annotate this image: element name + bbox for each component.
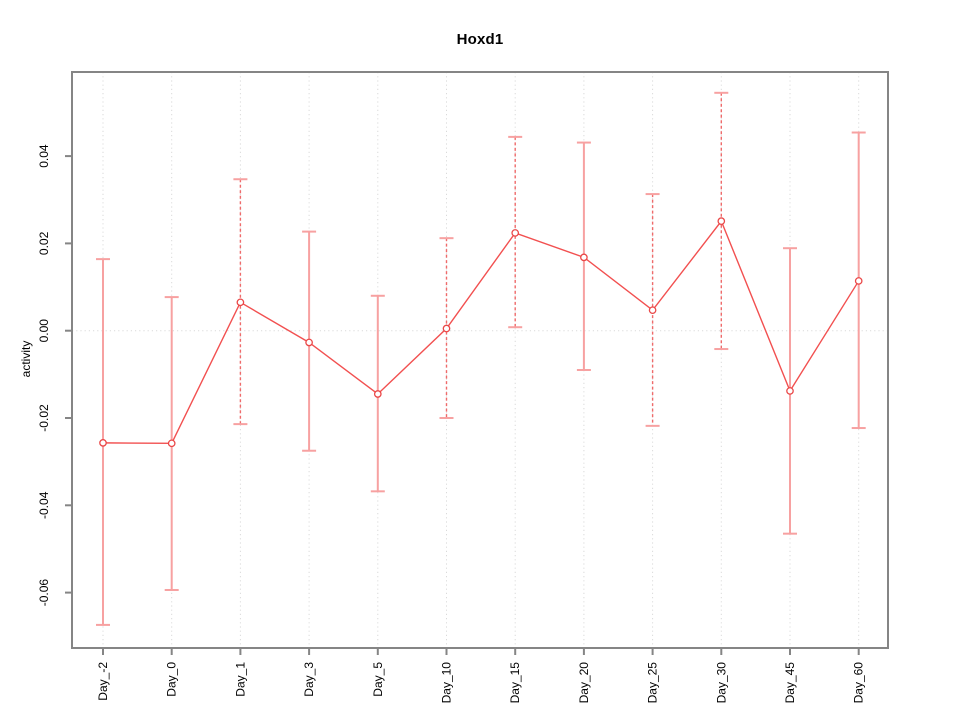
error-bars [96, 91, 866, 626]
data-point [305, 338, 313, 347]
axis-ticks [65, 155, 860, 655]
data-point [511, 229, 520, 237]
data-point [854, 277, 863, 285]
x-tick-label: Day_25 [646, 662, 660, 704]
gridlines [72, 72, 888, 648]
data-point [580, 253, 588, 262]
x-tick-label: Day_3 [302, 662, 316, 697]
y-tick-label: 0.02 [37, 231, 51, 255]
x-tick-label: Day_30 [714, 662, 728, 704]
x-tick-label: Day_15 [508, 662, 522, 704]
y-tick-label: -0.02 [37, 404, 51, 432]
y-tick-label: 0.04 [37, 144, 51, 168]
x-tick-label: Day_60 [852, 662, 866, 704]
x-tick-label: Day_-2 [96, 662, 110, 701]
x-tick-label: Day_20 [577, 662, 591, 704]
axis-labels: 0.04 0.02 0.00 -0.02 -0.04 -0.06 Day_-2 Day_0 Da… [37, 144, 866, 703]
y-tick-label: -0.06 [37, 579, 51, 607]
data-point [717, 217, 726, 225]
x-tick-label: Day_1 [233, 662, 247, 697]
data-point [648, 306, 657, 315]
x-tick-label: Day_10 [440, 662, 454, 704]
x-tick-label: Day_0 [165, 662, 179, 697]
data-point [167, 439, 176, 448]
data-point [373, 390, 382, 398]
y-tick-label: 0.00 [37, 319, 51, 343]
data-point [442, 324, 451, 333]
x-tick-label: Day_45 [783, 662, 797, 704]
y-tick-label: -0.04 [37, 491, 51, 519]
data-point [99, 439, 107, 447]
x-tick-label: Day_5 [371, 662, 385, 697]
data-point [786, 387, 794, 395]
chart-title: Hoxd1 [456, 31, 504, 48]
plot-box [71, 71, 889, 649]
data-point [236, 298, 245, 307]
series-line [102, 219, 860, 445]
data-points [99, 217, 863, 448]
